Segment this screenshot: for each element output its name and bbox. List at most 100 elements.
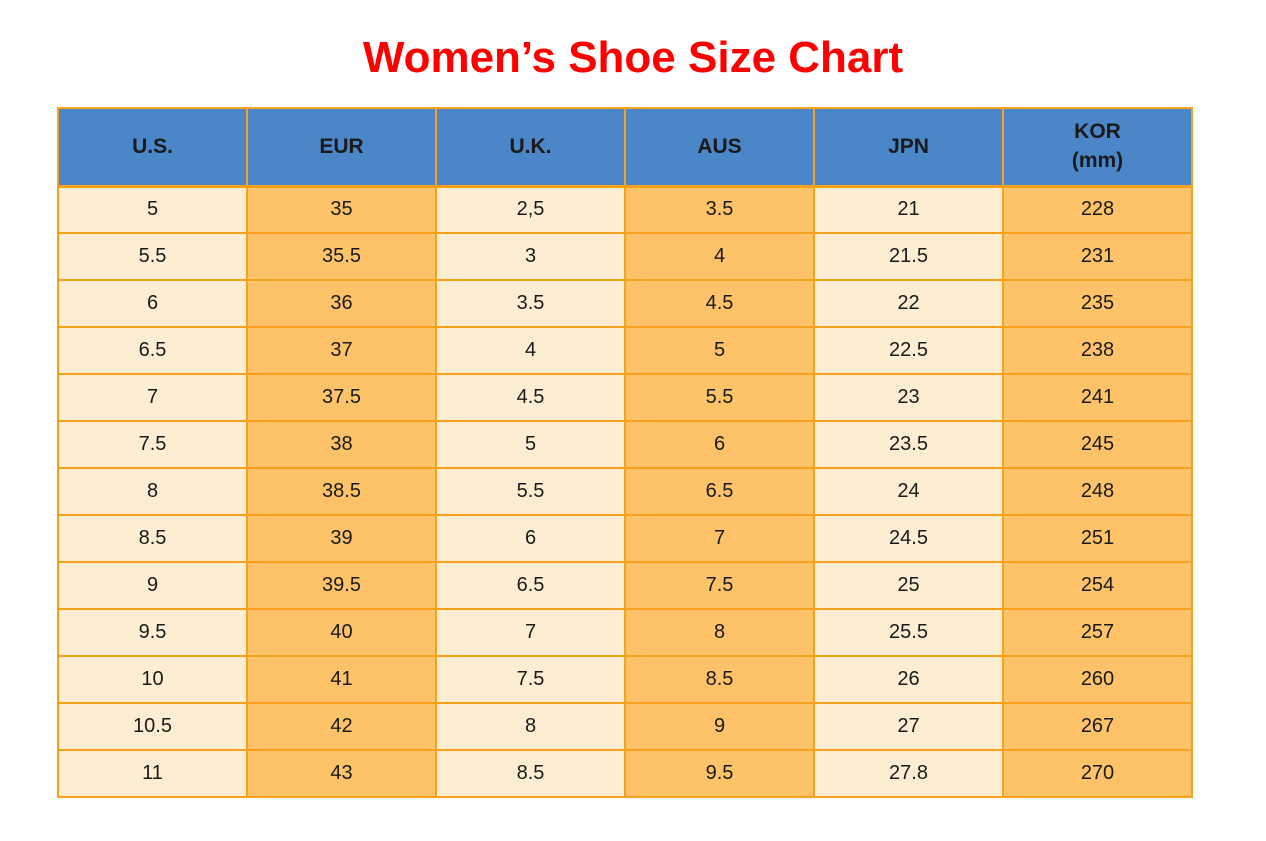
cell-jpn: 24.5 xyxy=(813,514,1004,563)
cell-eur: 35.5 xyxy=(246,232,437,281)
table-row: 10.5 42 8 9 27 267 xyxy=(57,702,1193,751)
cell-uk: 2,5 xyxy=(435,185,626,234)
column-header-label: KOR xyxy=(1074,120,1121,144)
cell-us: 6 xyxy=(57,279,248,328)
cell-uk: 5 xyxy=(435,420,626,469)
table-row: 5 35 2,5 3.5 21 228 xyxy=(57,185,1193,234)
cell-kor: 238 xyxy=(1002,326,1193,375)
cell-aus: 4 xyxy=(624,232,815,281)
cell-kor: 267 xyxy=(1002,702,1193,751)
column-header-aus: AUS xyxy=(624,107,815,188)
cell-uk: 8 xyxy=(435,702,626,751)
column-header-label: EUR xyxy=(319,134,364,158)
cell-eur: 40 xyxy=(246,608,437,657)
cell-jpn: 22.5 xyxy=(813,326,1004,375)
column-header-sublabel: (mm) xyxy=(1071,148,1124,172)
cell-us: 8 xyxy=(57,467,248,516)
table-row: 9.5 40 7 8 25.5 257 xyxy=(57,608,1193,657)
cell-us: 5 xyxy=(57,185,248,234)
cell-kor: 260 xyxy=(1002,655,1193,704)
page-title: Women’s Shoe Size Chart xyxy=(362,33,904,82)
column-header-jpn: JPN xyxy=(813,107,1004,188)
cell-aus: 3.5 xyxy=(624,185,815,234)
column-header-label: JPN xyxy=(888,134,929,158)
cell-aus: 4.5 xyxy=(624,279,815,328)
cell-kor: 241 xyxy=(1002,373,1193,422)
cell-us: 7 xyxy=(57,373,248,422)
cell-jpn: 23 xyxy=(813,373,1004,422)
cell-kor: 257 xyxy=(1002,608,1193,657)
cell-us: 8.5 xyxy=(57,514,248,563)
cell-kor: 270 xyxy=(1002,749,1193,798)
cell-uk: 3 xyxy=(435,232,626,281)
table-row: 11 43 8.5 9.5 27.8 270 xyxy=(57,749,1193,798)
cell-us: 6.5 xyxy=(57,326,248,375)
column-header-label: U.S. xyxy=(132,134,173,158)
cell-kor: 245 xyxy=(1002,420,1193,469)
cell-us: 10.5 xyxy=(57,702,248,751)
cell-eur: 41 xyxy=(246,655,437,704)
cell-aus: 8 xyxy=(624,608,815,657)
cell-us: 10 xyxy=(57,655,248,704)
cell-aus: 5 xyxy=(624,326,815,375)
cell-us: 9 xyxy=(57,561,248,610)
cell-uk: 6 xyxy=(435,514,626,563)
cell-eur: 38 xyxy=(246,420,437,469)
cell-aus: 7.5 xyxy=(624,561,815,610)
cell-uk: 7 xyxy=(435,608,626,657)
cell-aus: 8.5 xyxy=(624,655,815,704)
cell-us: 9.5 xyxy=(57,608,248,657)
cell-jpn: 21.5 xyxy=(813,232,1004,281)
cell-jpn: 25.5 xyxy=(813,608,1004,657)
cell-jpn: 23.5 xyxy=(813,420,1004,469)
cell-uk: 5.5 xyxy=(435,467,626,516)
table-row: 7 37.5 4.5 5.5 23 241 xyxy=(57,373,1193,422)
cell-eur: 39.5 xyxy=(246,561,437,610)
cell-jpn: 25 xyxy=(813,561,1004,610)
cell-eur: 42 xyxy=(246,702,437,751)
column-header-eur: EUR xyxy=(246,107,437,188)
cell-uk: 4 xyxy=(435,326,626,375)
cell-aus: 6.5 xyxy=(624,467,815,516)
cell-uk: 8.5 xyxy=(435,749,626,798)
cell-eur: 38.5 xyxy=(246,467,437,516)
table-row: 7.5 38 5 6 23.5 245 xyxy=(57,420,1193,469)
cell-jpn: 27.8 xyxy=(813,749,1004,798)
cell-kor: 248 xyxy=(1002,467,1193,516)
cell-jpn: 26 xyxy=(813,655,1004,704)
column-header-label: AUS xyxy=(697,134,742,158)
cell-us: 7.5 xyxy=(57,420,248,469)
table-row: 8 38.5 5.5 6.5 24 248 xyxy=(57,467,1193,516)
cell-uk: 4.5 xyxy=(435,373,626,422)
cell-aus: 7 xyxy=(624,514,815,563)
cell-kor: 235 xyxy=(1002,279,1193,328)
table-body: 5 35 2,5 3.5 21 228 5.5 35.5 3 4 21.5 231 6 36 3.5 4.… xyxy=(57,185,1193,798)
cell-aus: 6 xyxy=(624,420,815,469)
column-header-kor: KOR (mm) xyxy=(1002,107,1193,188)
column-header-us: U.S. xyxy=(57,107,248,188)
cell-kor: 254 xyxy=(1002,561,1193,610)
cell-eur: 43 xyxy=(246,749,437,798)
cell-jpn: 22 xyxy=(813,279,1004,328)
cell-kor: 251 xyxy=(1002,514,1193,563)
cell-eur: 36 xyxy=(246,279,437,328)
cell-jpn: 24 xyxy=(813,467,1004,516)
cell-aus: 9.5 xyxy=(624,749,815,798)
cell-eur: 37 xyxy=(246,326,437,375)
cell-jpn: 21 xyxy=(813,185,1004,234)
cell-uk: 6.5 xyxy=(435,561,626,610)
header-row: U.S. EUR U.K. AUS JPN KOR (mm) xyxy=(57,107,1193,188)
cell-kor: 228 xyxy=(1002,185,1193,234)
table-row: 9 39.5 6.5 7.5 25 254 xyxy=(57,561,1193,610)
cell-eur: 39 xyxy=(246,514,437,563)
table-header: U.S. EUR U.K. AUS JPN KOR (mm) xyxy=(57,107,1193,188)
cell-kor: 231 xyxy=(1002,232,1193,281)
cell-uk: 7.5 xyxy=(435,655,626,704)
cell-us: 11 xyxy=(57,749,248,798)
shoe-size-table: U.S. EUR U.K. AUS JPN KOR (mm) 5 35 2,5 3.5 2… xyxy=(57,107,1193,798)
table-row: 6 36 3.5 4.5 22 235 xyxy=(57,279,1193,328)
column-header-label: U.K. xyxy=(509,134,552,158)
column-header-uk: U.K. xyxy=(435,107,626,188)
cell-aus: 5.5 xyxy=(624,373,815,422)
